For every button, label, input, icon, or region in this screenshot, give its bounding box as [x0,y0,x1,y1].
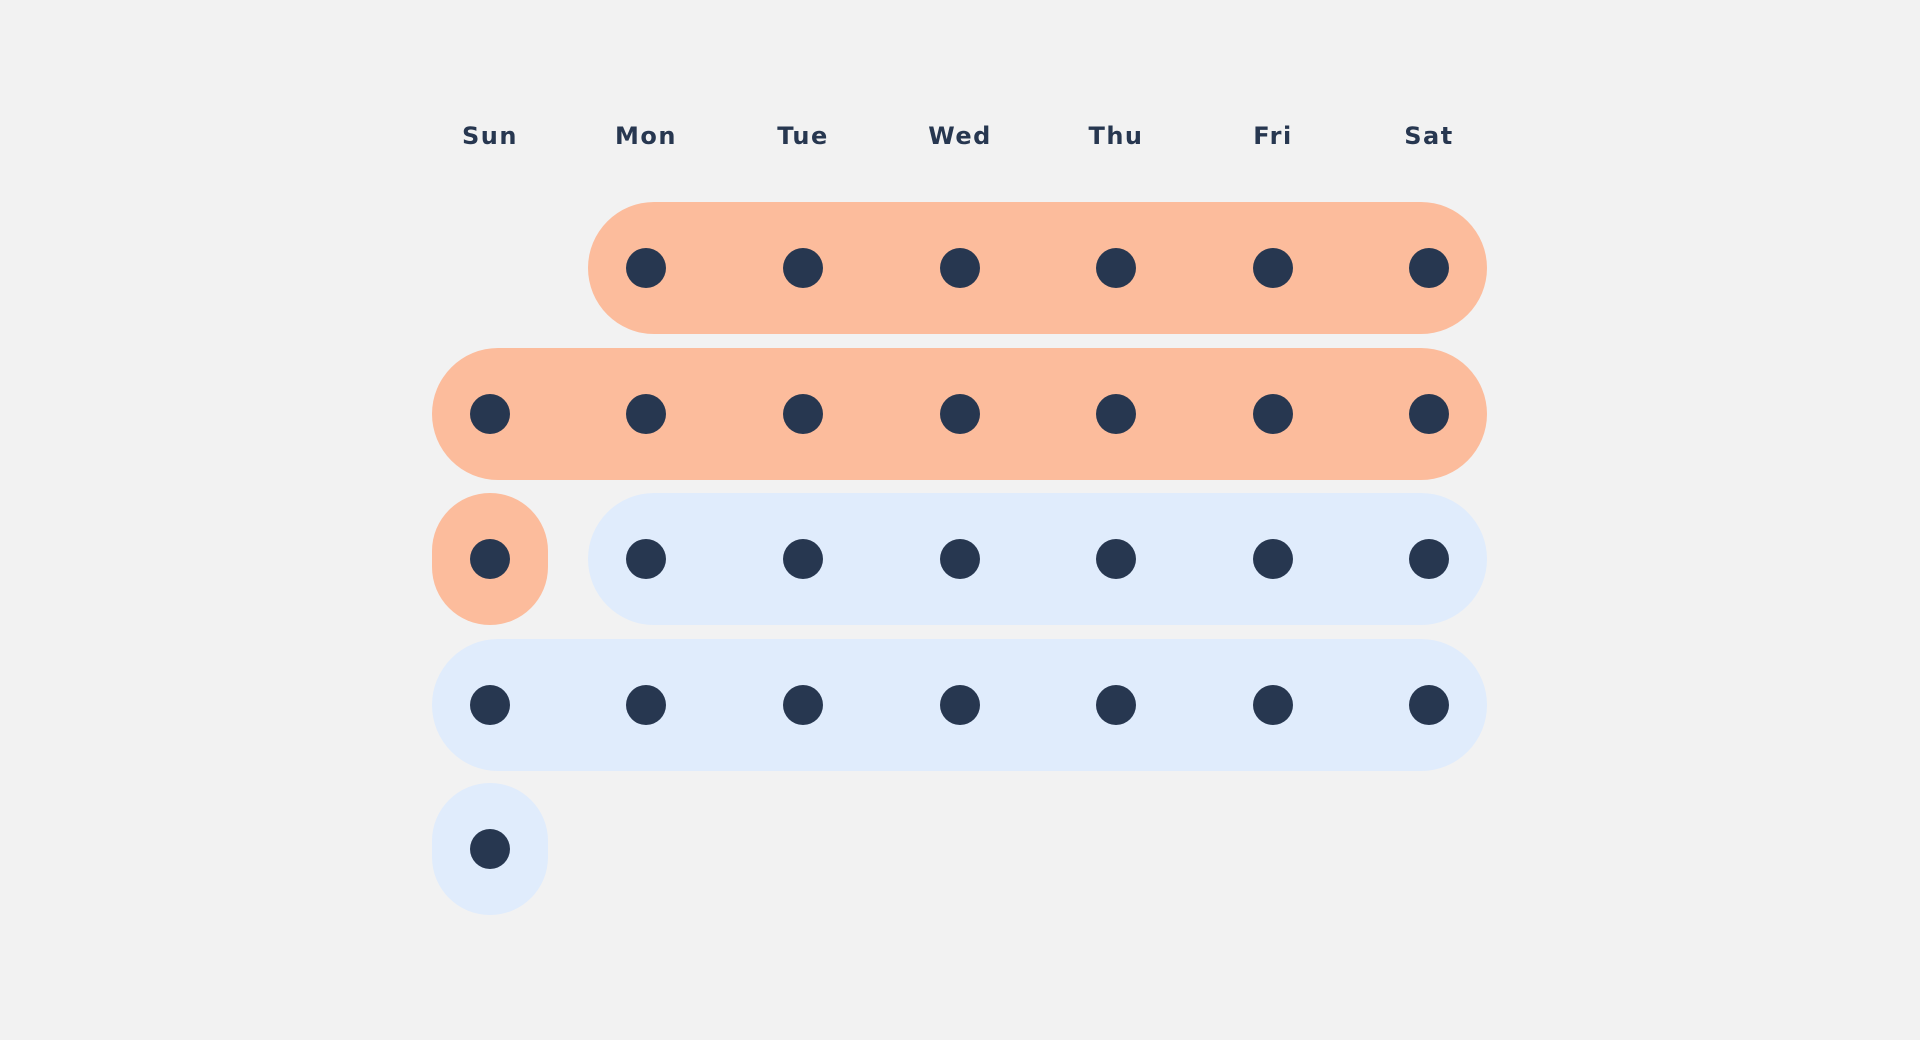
day-dot-tue[interactable] [783,248,823,288]
day-dot-thu[interactable] [1096,539,1136,579]
day-dot-fri[interactable] [1253,248,1293,288]
day-dot-wed[interactable] [940,539,980,579]
day-dot-tue[interactable] [783,394,823,434]
day-dot-sun[interactable] [470,829,510,869]
weekday-label-sun: Sun [462,122,518,150]
weekday-label-sat: Sat [1404,122,1454,150]
day-dot-wed[interactable] [940,394,980,434]
weekday-label-tue: Tue [777,122,829,150]
day-dot-thu[interactable] [1096,394,1136,434]
weekday-label-mon: Mon [615,122,677,150]
day-dot-sat[interactable] [1409,394,1449,434]
day-dot-wed[interactable] [940,685,980,725]
day-dot-wed[interactable] [940,248,980,288]
day-dot-sun[interactable] [470,685,510,725]
day-dot-sat[interactable] [1409,539,1449,579]
highlighted-range [588,202,1487,334]
day-dot-sun[interactable] [470,394,510,434]
day-dot-mon[interactable] [626,394,666,434]
day-dot-mon[interactable] [626,539,666,579]
day-dot-sun[interactable] [470,539,510,579]
date-range [588,493,1487,625]
day-dot-tue[interactable] [783,539,823,579]
day-dot-tue[interactable] [783,685,823,725]
day-dot-mon[interactable] [626,685,666,725]
weekday-label-wed: Wed [928,122,992,150]
day-dot-fri[interactable] [1253,394,1293,434]
day-dot-mon[interactable] [626,248,666,288]
day-dot-thu[interactable] [1096,248,1136,288]
day-dot-fri[interactable] [1253,539,1293,579]
weekday-label-fri: Fri [1253,122,1293,150]
day-dot-fri[interactable] [1253,685,1293,725]
day-dot-sat[interactable] [1409,248,1449,288]
weekday-label-thu: Thu [1088,122,1144,150]
day-dot-sat[interactable] [1409,685,1449,725]
day-dot-thu[interactable] [1096,685,1136,725]
